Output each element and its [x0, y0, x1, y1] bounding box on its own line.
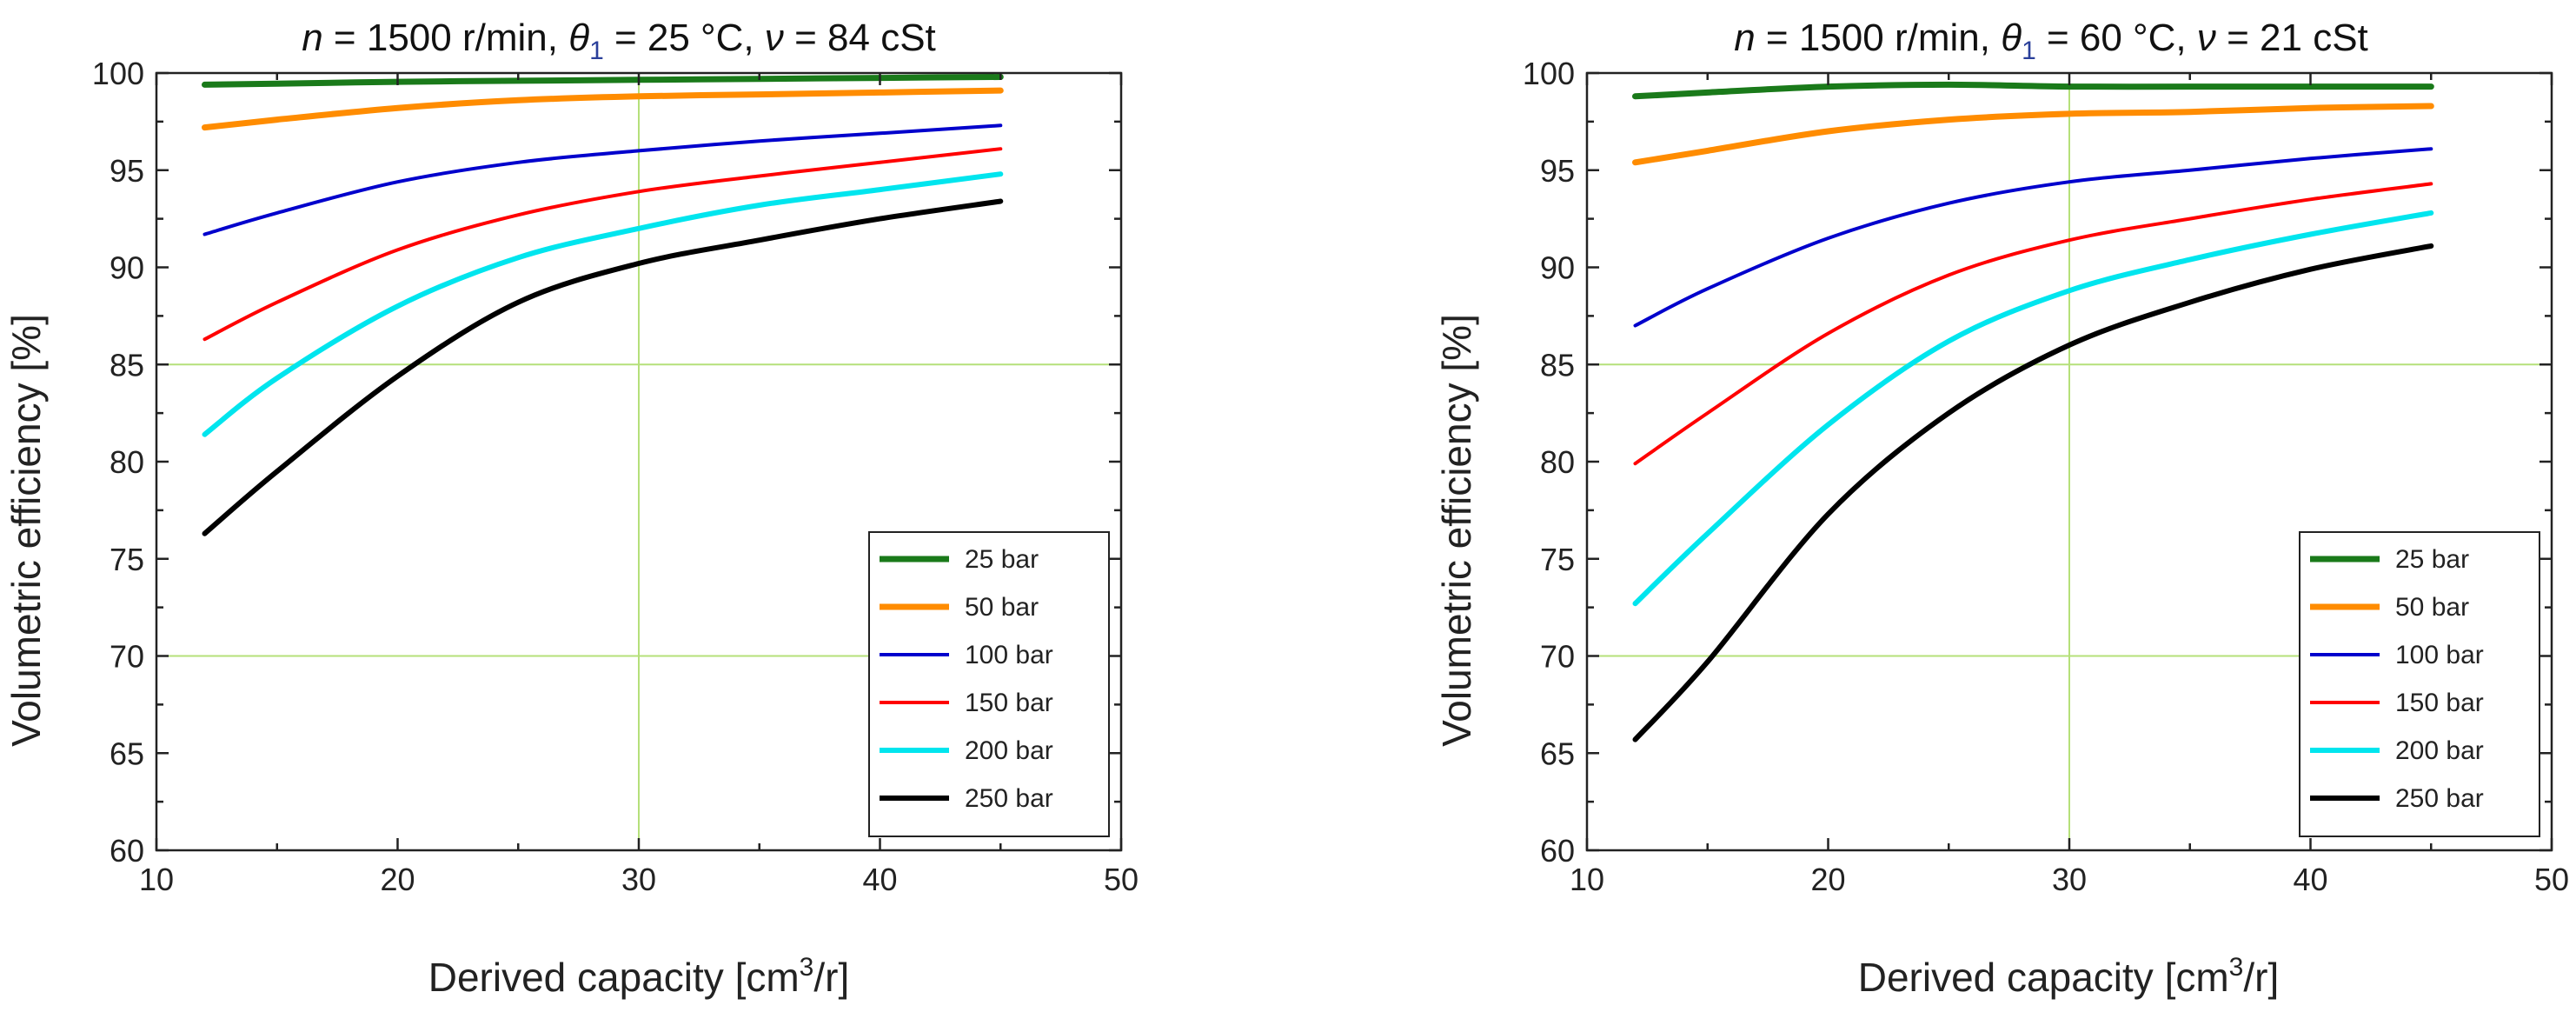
series-line-150-bar — [1633, 182, 2433, 466]
x-tick-label: 40 — [2293, 862, 2327, 897]
x-tick-label: 40 — [862, 862, 897, 897]
x-axis-label-sup: 3 — [2229, 953, 2244, 982]
x-axis-label: Derived capacity [cm3/r] — [428, 953, 850, 1000]
axis-ticks: 10 20 30 40 50 60 65 70 75 80 85 90 95 100 — [1523, 56, 2569, 897]
series-line-200-bar — [1632, 210, 2434, 607]
y-tick-label: 75 — [1540, 542, 1575, 577]
axis-ticks: 10 20 30 40 50 60 65 70 75 80 85 90 95 100 — [92, 56, 1139, 897]
series-line-25-bar — [202, 74, 1004, 88]
title-theta-text: = 60 °C, — [2036, 17, 2197, 59]
series-line-25-bar — [1632, 81, 2434, 100]
y-tick-label: 80 — [110, 444, 144, 480]
y-axis-label: Volumetric efficiency [%] — [3, 314, 49, 747]
legend-label-150-bar: 150 bar — [2395, 689, 2484, 717]
legend-box — [2299, 531, 2540, 837]
series-line-100-bar — [202, 123, 1003, 236]
legend-label-250-bar: 250 bar — [965, 784, 1053, 813]
y-tick-label: 65 — [110, 736, 144, 771]
series-line-50-bar — [1632, 103, 2434, 166]
legend-label-200-bar: 200 bar — [965, 736, 1053, 765]
x-tick-label: 20 — [1810, 862, 1845, 897]
y-tick-label: 60 — [110, 833, 144, 869]
series-line-150-bar — [202, 147, 1003, 342]
y-tick-label: 60 — [1540, 833, 1575, 869]
plot-lines — [202, 74, 1004, 536]
legend-label-100-bar: 100 bar — [965, 641, 1053, 669]
series-line-250-bar — [1632, 243, 2434, 742]
y-tick-label: 90 — [110, 250, 144, 286]
x-tick-label: 30 — [2052, 862, 2087, 897]
x-tick-label: 20 — [380, 862, 415, 897]
plot-lines — [1632, 81, 2434, 742]
legend-label-100-bar: 100 bar — [2395, 641, 2484, 669]
legend-label-50-bar: 50 bar — [965, 593, 1039, 622]
title-theta-symbol: θ — [568, 17, 589, 59]
legend-label-250-bar: 250 bar — [2395, 784, 2484, 813]
title-theta-text: = 25 °C, — [604, 17, 765, 59]
y-tick-label: 100 — [1523, 56, 1575, 91]
x-tick-label: 50 — [2534, 862, 2569, 897]
y-axis-label: Volumetric efficiency [%] — [1434, 314, 1479, 747]
y-tick-label: 80 — [1540, 444, 1575, 480]
x-axis-label-main: Derived capacity [cm — [1858, 955, 2229, 1000]
legend-label-25-bar: 25 bar — [2395, 545, 2469, 574]
legend-box — [868, 531, 1110, 837]
x-axis-label: Derived capacity [cm3/r] — [1858, 953, 2280, 1000]
y-tick-label: 75 — [110, 542, 144, 577]
x-tick-label: 30 — [621, 862, 656, 897]
x-tick-label: 10 — [1570, 862, 1604, 897]
title-nu-symbol: ν — [765, 17, 784, 59]
x-axis-label-tail: /r] — [2243, 955, 2279, 1000]
legend-label-25-bar: 25 bar — [965, 545, 1039, 574]
chart-title: n = 1500 r/min, θ1 = 25 °C, ν = 84 cSt — [302, 17, 936, 65]
y-tick-label: 100 — [92, 56, 144, 91]
title-n-text: = 1500 r/min, — [323, 17, 568, 59]
x-tick-label: 10 — [139, 862, 174, 897]
title-n-symbol: n — [302, 17, 322, 59]
series-line-50-bar — [202, 87, 1004, 131]
y-tick-label: 85 — [1540, 347, 1575, 383]
title-n-symbol: n — [1734, 17, 1755, 59]
legend: 25 bar 50 bar 100 bar 150 bar 200 bar 25… — [2299, 531, 2540, 837]
legend-label-150-bar: 150 bar — [965, 689, 1053, 717]
x-tick-label: 50 — [1104, 862, 1139, 897]
title-theta-subscript: 1 — [589, 37, 604, 65]
x-axis-label-sup: 3 — [800, 953, 814, 982]
y-tick-label: 95 — [1540, 153, 1575, 189]
x-axis-label-main: Derived capacity [cm — [428, 955, 800, 1000]
title-theta-subscript: 1 — [2022, 37, 2036, 65]
title-theta-symbol: θ — [2001, 17, 2022, 59]
legend-label-50-bar: 50 bar — [2395, 593, 2469, 622]
y-tick-label: 70 — [110, 639, 144, 675]
chart-right: n = 1500 r/min, θ1 = 60 °C, ν = 21 cSt V… — [1434, 17, 2569, 1000]
chart-left: n = 1500 r/min, θ1 = 25 °C, ν = 84 cSt V… — [3, 17, 1139, 1000]
y-tick-label: 70 — [1540, 639, 1575, 675]
title-nu-symbol: ν — [2197, 17, 2216, 59]
y-tick-label: 85 — [110, 347, 144, 383]
y-tick-label: 90 — [1540, 250, 1575, 286]
legend: 25 bar 50 bar 100 bar 150 bar 200 bar 25… — [868, 531, 1110, 837]
x-axis-label-tail: /r] — [813, 955, 849, 1000]
series-line-200-bar — [202, 171, 1004, 437]
series-line-250-bar — [202, 198, 1004, 536]
series-line-100-bar — [1633, 147, 2433, 328]
title-nu-text: = 21 cSt — [2216, 17, 2368, 59]
chart-title: n = 1500 r/min, θ1 = 60 °C, ν = 21 cSt — [1734, 17, 2368, 65]
title-nu-text: = 84 cSt — [784, 17, 936, 59]
y-tick-label: 65 — [1540, 736, 1575, 771]
y-tick-label: 95 — [110, 153, 144, 189]
legend-label-200-bar: 200 bar — [2395, 736, 2484, 765]
title-n-text: = 1500 r/min, — [1756, 17, 2001, 59]
